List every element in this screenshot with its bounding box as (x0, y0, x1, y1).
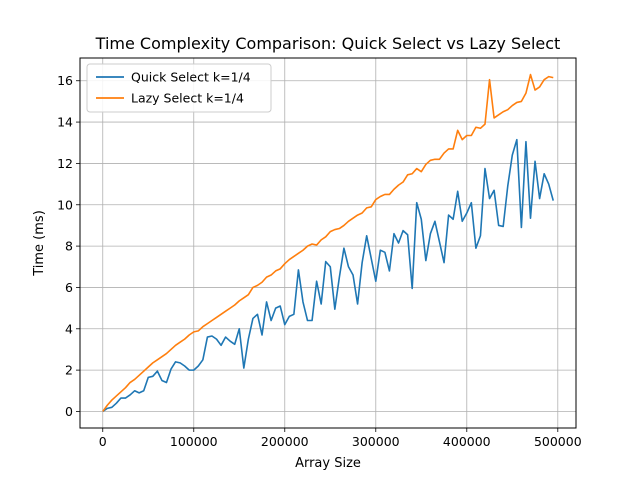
y-tick-label: 4 (65, 321, 73, 336)
y-tick-label: 10 (57, 197, 73, 212)
legend-box (86, 63, 272, 113)
x-tick-label: 0 (99, 434, 107, 449)
legend: Quick Select k=1/4 Lazy Select k=1/4 (86, 63, 272, 113)
ticks: 0 100000 200000 300000 400000 500000 0 2 4 6 8 10 12… (57, 73, 582, 449)
y-tick-label: 14 (57, 115, 73, 130)
x-axis-label: Array Size (295, 456, 361, 471)
series-layer (102, 73, 555, 413)
x-tick-label: 500000 (534, 434, 582, 449)
legend-label-quick-select: Quick Select k=1/4 (131, 70, 251, 85)
y-tick-label: 8 (65, 239, 73, 254)
y-tick-label: 12 (57, 156, 73, 171)
y-axis-label: Time (ms) (32, 210, 47, 277)
plot-frame (79, 57, 577, 429)
x-tick-label: 400000 (443, 434, 491, 449)
chart-title: Time Complexity Comparison: Quick Select… (95, 34, 561, 53)
x-tick-label: 100000 (170, 434, 218, 449)
y-tick-label: 0 (65, 404, 73, 419)
series-line-lazy-select-k-1-4 (102, 73, 554, 412)
y-tick-label: 6 (65, 280, 73, 295)
grid (80, 58, 576, 428)
series-line-quick-select-k-1-4 (102, 138, 555, 413)
y-tick-label: 2 (65, 363, 73, 378)
x-tick-label: 200000 (261, 434, 309, 449)
legend-label-lazy-select: Lazy Select k=1/4 (131, 91, 244, 106)
x-tick-label: 300000 (352, 434, 400, 449)
y-tick-label: 16 (57, 73, 73, 88)
